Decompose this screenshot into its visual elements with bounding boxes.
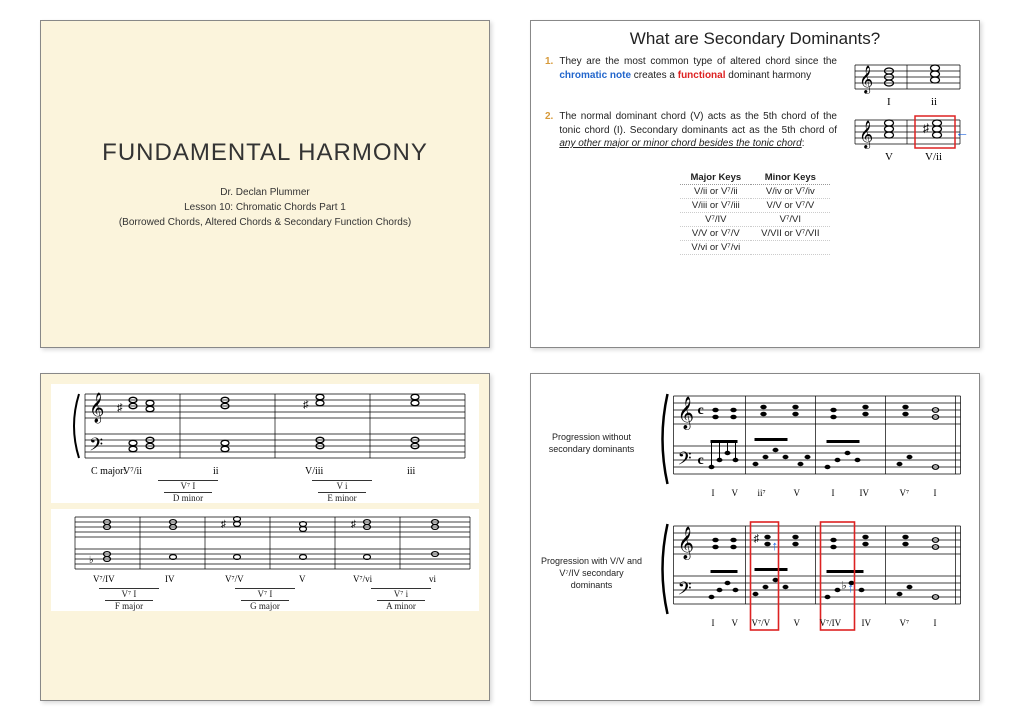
roman-I: I [887, 96, 891, 108]
key-cell: V⁷ I G major [235, 588, 295, 611]
svg-text:♯: ♯ [754, 533, 760, 545]
svg-text:♯: ♯ [303, 399, 309, 411]
table-cell: V/vi or V⁷/vi [680, 241, 751, 255]
grand-staff-icon: 𝄞 𝄢 ♯ ♭ [650, 514, 971, 634]
svg-text:IV ii⁷V II: IV ii⁷V IIV V⁷I [712, 488, 937, 498]
svg-text:♯: ♯ [117, 402, 123, 414]
svg-text:♭: ♭ [842, 580, 847, 592]
staff-icon: 𝄞 I ii [845, 55, 965, 110]
point2-number: 2. [545, 110, 553, 151]
key-cell: V⁷ I F major [99, 588, 159, 611]
point1-number: 1. [545, 55, 553, 82]
table-cell: V⁷/IV [680, 213, 751, 227]
svg-text:↑: ↑ [848, 580, 855, 595]
slide-secondary-dominants: What are Secondary Dominants? 1. They ar… [530, 20, 980, 348]
key-row-2: V⁷ I F major V⁷ I G major V⁷ i A minor [51, 588, 479, 611]
music-example-2: 𝄞 ♯ V V/ii ← [845, 110, 965, 165]
table-cell: V/ii or V⁷/ii [680, 185, 751, 199]
key-table: Major Keys Minor Keys V/ii or V⁷/iiV/iv … [680, 171, 829, 255]
point1-body: They are the most common type of altered… [559, 55, 837, 82]
slide2-title: What are Secondary Dominants? [545, 29, 965, 49]
progression-music-2: 𝄞 𝄢 ♯ ♭ [650, 514, 971, 634]
point1-row: 1. They are the most common type of alte… [545, 55, 965, 110]
svg-text:V⁷/IVIV V⁷/VV: V⁷/IVIV V⁷/VV V⁷/vivi [93, 574, 437, 584]
slide-examples-cmajor: 𝄞 𝄢 ♯ ♯ C major: V⁷/iiiiV/iiiiii [40, 373, 490, 701]
author: Dr. Declan Plummer [119, 185, 411, 200]
roman-ii: ii [931, 96, 937, 108]
key-cell: V⁷ i A minor [371, 588, 431, 611]
table-header: Minor Keys [751, 171, 829, 185]
progression-music-1: 𝄞 𝄢 c c [650, 384, 971, 504]
point1-text: 1. They are the most common type of alte… [545, 55, 837, 90]
progression-label-2: Progression with V/V and V⁷/IV secondary… [539, 556, 644, 591]
svg-text:𝄞: 𝄞 [859, 121, 873, 149]
grand-staff-2: ♭ ♯ ♯ V⁷/IVIV V⁷/VV V⁷/vivi [51, 509, 479, 611]
staff-icon: 𝄞 ♯ V V/ii [845, 110, 965, 165]
svg-text:V/ii: V/ii [925, 151, 942, 163]
subtitle-block: Dr. Declan Plummer Lesson 10: Chromatic … [119, 185, 411, 230]
subtitle: (Borrowed Chords, Altered Chords & Secon… [119, 215, 411, 230]
svg-text:♯: ♯ [221, 519, 226, 530]
table-cell: V/V or V⁷/V [680, 227, 751, 241]
main-title: FUNDAMENTAL HARMONY [102, 139, 428, 167]
table-cell: V/iv or V⁷/iv [751, 185, 829, 199]
lesson: Lesson 10: Chromatic Chords Part 1 [119, 200, 411, 215]
progression-row-2: Progression with V/V and V⁷/IV secondary… [539, 514, 971, 634]
table-cell: V/iii or V⁷/iii [680, 199, 751, 213]
grand-staff-icon: 𝄞 𝄢 c c [650, 384, 971, 504]
point2-text: 2. The normal dominant chord (V) acts as… [545, 110, 837, 159]
svg-text:c: c [698, 403, 704, 418]
svg-text:𝄢: 𝄢 [89, 434, 103, 459]
svg-text:𝄢: 𝄢 [678, 448, 692, 473]
table-cell: V⁷/VI [751, 213, 829, 227]
table-cell [751, 241, 829, 255]
svg-text:c: c [698, 453, 704, 468]
slide-progressions: Progression without secondary dominants [530, 373, 980, 701]
svg-text:𝄞: 𝄞 [678, 397, 695, 430]
svg-text:IV V⁷/VV V: IV V⁷/VV V⁷/IVIV V⁷I [712, 618, 937, 628]
table-cell: V/V or V⁷/V [751, 199, 829, 213]
key-cell: V i E minor [312, 480, 372, 503]
arrow-icon: ← [955, 124, 969, 140]
table-cell: V/VII or V⁷/VII [751, 227, 829, 241]
grand-staff-icon: 𝄞 𝄢 ♯ ♯ C major: V⁷/iiiiV/iiiiii [51, 384, 479, 479]
point2-row: 2. The normal dominant chord (V) acts as… [545, 110, 965, 165]
grand-staff-1: 𝄞 𝄢 ♯ ♯ C major: V⁷/iiiiV/iiiiii [51, 384, 479, 503]
svg-text:♯: ♯ [923, 121, 929, 135]
key-row-1: V⁷ I D minor V i E minor [51, 480, 479, 503]
svg-text:𝄞: 𝄞 [859, 66, 873, 94]
svg-text:𝄞: 𝄞 [678, 527, 695, 560]
svg-text:𝄢: 𝄢 [678, 578, 692, 603]
svg-text:𝄞: 𝄞 [89, 392, 104, 424]
svg-text:↑: ↑ [772, 538, 779, 553]
progression-row-1: Progression without secondary dominants [539, 384, 971, 504]
point2-body: The normal dominant chord (V) acts as th… [559, 110, 837, 151]
music-example-1: 𝄞 I ii [845, 55, 965, 110]
svg-text:V: V [885, 151, 893, 163]
svg-text:C major: V⁷/iiiiV/iiiiii: C major: V⁷/iiiiV/iiiiii [91, 466, 416, 477]
progression-label-1: Progression without secondary dominants [539, 432, 644, 455]
svg-text:♭: ♭ [89, 555, 94, 566]
key-cell: V⁷ I D minor [158, 480, 218, 503]
slide-title: FUNDAMENTAL HARMONY Dr. Declan Plummer L… [40, 20, 490, 348]
svg-text:♯: ♯ [351, 519, 356, 530]
grand-staff-icon: ♭ ♯ ♯ V⁷/IVIV V⁷/VV V⁷/vivi [51, 509, 479, 587]
table-header: Major Keys [680, 171, 751, 185]
